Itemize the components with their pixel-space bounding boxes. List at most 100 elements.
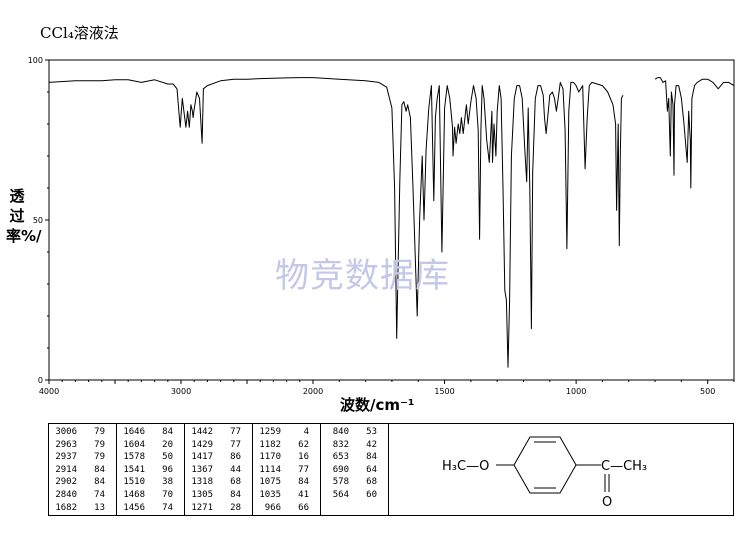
peak-row: 1442 77 <box>185 426 252 439</box>
peak-wavenumber: 1305 <box>191 489 213 500</box>
peak-transmittance: 4 <box>303 427 309 437</box>
peak-wavenumber: 2902 <box>55 477 77 488</box>
peak-transmittance: 64 <box>366 464 377 475</box>
peak-transmittance: 68 <box>230 477 241 488</box>
peak-transmittance: 84 <box>94 464 105 475</box>
peak-row: 832 42 <box>321 439 388 452</box>
peak-transmittance: 84 <box>298 477 309 488</box>
peak-column: 840 53 832 42 653 84 690 64 578 68 564 60 <box>321 424 389 515</box>
ir-spectrum-chart: 0 50 100 4000 3000 2000 1500 1000 500 <box>28 56 735 396</box>
x-tick-label: 2000 <box>303 387 323 396</box>
peak-transmittance: 62 <box>298 439 309 450</box>
peak-wavenumber: 2914 <box>55 464 77 475</box>
peak-wavenumber: 564 <box>332 489 349 500</box>
peak-transmittance: 79 <box>94 427 105 437</box>
peak-row: 1682 13 <box>49 502 116 515</box>
peak-wavenumber: 3006 <box>55 427 77 437</box>
peak-transmittance: 96 <box>162 464 173 475</box>
peak-transmittance: 60 <box>366 489 377 500</box>
peak-row: 1259 4 <box>253 426 320 439</box>
peak-wavenumber: 1259 <box>259 427 281 437</box>
peak-wavenumber: 2840 <box>55 489 77 500</box>
x-axis-ticks: 4000 3000 2000 1500 1000 500 <box>39 380 735 396</box>
peak-row: 1170 16 <box>253 451 320 464</box>
peak-row: 966 66 <box>253 502 320 515</box>
peak-row: 1541 96 <box>117 464 184 477</box>
peak-column: 1259 4 1182 62 1170 16 1114 77 1075 84 1035 41 966 66 <box>253 424 321 515</box>
peak-row: 1604 20 <box>117 439 184 452</box>
peak-row: 1075 84 <box>253 476 320 489</box>
benzene-ring <box>513 436 577 494</box>
peak-wavenumber: 1682 <box>55 502 77 513</box>
peak-row: 653 84 <box>321 451 388 464</box>
peak-row: 1271 28 <box>185 502 252 515</box>
peak-column: 3006 79 2963 79 2937 79 2914 84 2902 84 2840 74 1682… <box>49 424 117 515</box>
peak-row: 1510 38 <box>117 476 184 489</box>
peak-transmittance: 74 <box>94 489 105 500</box>
peak-wavenumber: 1035 <box>259 489 281 500</box>
method-label: CCl₄溶液法 <box>40 24 119 42</box>
peak-wavenumber: 1182 <box>259 439 281 450</box>
peak-transmittance: 77 <box>230 427 241 437</box>
x-tick-label: 3000 <box>171 387 191 396</box>
spectrum-series <box>48 77 735 368</box>
peak-wavenumber: 1075 <box>259 477 281 488</box>
peak-row: 1182 62 <box>253 439 320 452</box>
peak-transmittance: 44 <box>230 464 241 475</box>
peak-wavenumber: 1578 <box>123 452 145 463</box>
peak-row: 1468 70 <box>117 489 184 502</box>
peak-wavenumber: 1318 <box>191 477 213 488</box>
peak-wavenumber: 2963 <box>55 439 77 450</box>
peak-transmittance: 66 <box>298 502 309 513</box>
x-tick-label: 1500 <box>434 387 454 396</box>
peak-wavenumber: 1604 <box>123 439 145 450</box>
peak-wavenumber: 1271 <box>191 502 213 513</box>
peak-transmittance: 70 <box>162 489 173 500</box>
peak-transmittance: 84 <box>162 427 173 437</box>
peak-row: 1305 84 <box>185 489 252 502</box>
peak-row: 1429 77 <box>185 439 252 452</box>
peak-transmittance: 84 <box>230 489 241 500</box>
acetyl-group-label: C—CH₃ <box>601 459 647 474</box>
peak-row: 564 60 <box>321 489 388 502</box>
peak-row: 1456 74 <box>117 502 184 515</box>
peak-transmittance: 86 <box>230 452 241 463</box>
peak-transmittance: 50 <box>162 452 173 463</box>
peak-transmittance: 84 <box>94 477 105 488</box>
peak-row: 2902 84 <box>49 476 116 489</box>
peak-transmittance: 79 <box>94 439 105 450</box>
y-tick-label: 0 <box>38 376 43 385</box>
peak-transmittance: 20 <box>162 439 173 450</box>
peak-wavenumber: 832 <box>332 439 349 450</box>
peak-row: 840 53 <box>321 426 388 439</box>
carbonyl-oxygen-label: O <box>602 495 612 510</box>
peak-transmittance: 41 <box>298 489 309 500</box>
peak-row: 2840 74 <box>49 489 116 502</box>
peak-table: 3006 79 2963 79 2937 79 2914 84 2902 84 2840 74 1682… <box>48 423 734 516</box>
peak-wavenumber: 1170 <box>259 452 281 463</box>
structure-diagram: H₃C—O C—CH₃ O <box>442 436 647 510</box>
x-tick-label: 500 <box>700 387 715 396</box>
spectrum-line-2 <box>654 77 735 189</box>
peak-row: 3006 79 <box>49 426 116 439</box>
peak-wavenumber: 653 <box>332 452 349 463</box>
peak-row: 1318 68 <box>185 476 252 489</box>
y-tick-label: 100 <box>28 56 43 65</box>
peak-row: 1578 50 <box>117 451 184 464</box>
peak-row: 1114 77 <box>253 464 320 477</box>
peak-row: 2963 79 <box>49 439 116 452</box>
x-tick-label: 1000 <box>566 387 586 396</box>
y-tick-label: 50 <box>33 216 43 225</box>
peak-wavenumber: 578 <box>332 477 349 488</box>
peak-row: 1035 41 <box>253 489 320 502</box>
peak-wavenumber: 1114 <box>259 464 281 475</box>
peak-wavenumber: 840 <box>332 427 349 437</box>
peak-wavenumber: 1468 <box>123 489 145 500</box>
peak-transmittance: 53 <box>366 427 377 437</box>
peak-transmittance: 42 <box>366 439 377 450</box>
peak-wavenumber: 2937 <box>55 452 77 463</box>
peak-wavenumber: 966 <box>264 502 281 513</box>
peak-transmittance: 74 <box>162 502 173 513</box>
peak-transmittance: 68 <box>366 477 377 488</box>
peak-wavenumber: 1417 <box>191 452 213 463</box>
